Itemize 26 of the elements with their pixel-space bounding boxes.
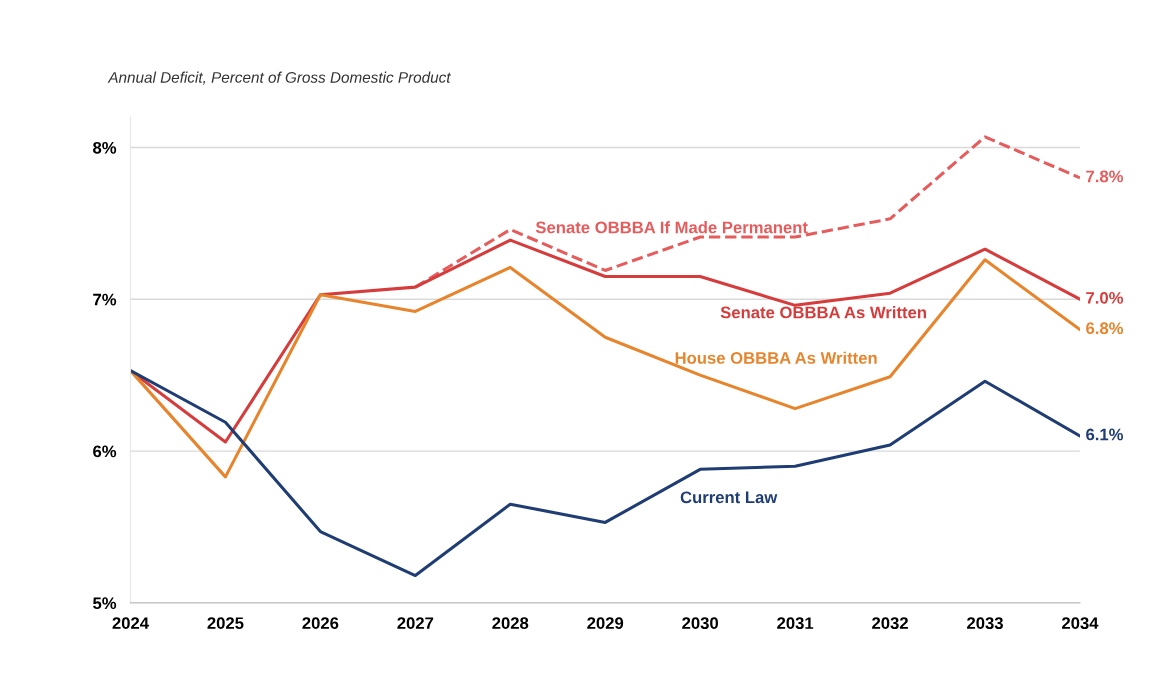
- series-label: House OBBBA As Written: [675, 351, 877, 364]
- line-series: [130, 258, 1080, 479]
- line-series: [130, 369, 1080, 578]
- series-label: Senate OBBBA As Written: [720, 306, 926, 319]
- x-tick-label: 2024: [112, 617, 149, 630]
- y-tick-label: 7%: [93, 293, 117, 306]
- x-tick-label: 2026: [302, 617, 339, 630]
- x-tick-label: 2033: [967, 617, 1003, 630]
- x-tick-label: 2025: [207, 617, 244, 630]
- series-label: Senate OBBBA If Made Permanent: [535, 221, 808, 234]
- y-tick-label: 5%: [93, 597, 117, 610]
- y-tick-label: 6%: [93, 445, 117, 458]
- data-label: 7.0%: [1086, 291, 1124, 304]
- x-tick-label: 2030: [682, 617, 719, 630]
- x-tick-label: 2028: [492, 617, 529, 630]
- x-tick-label: 2027: [397, 617, 434, 630]
- y-tick-label: 8%: [93, 141, 117, 154]
- data-label: 6.8%: [1086, 322, 1124, 335]
- x-tick-label: 2029: [587, 617, 624, 630]
- x-tick-label: 2032: [872, 617, 908, 630]
- series-label: Current Law: [680, 491, 778, 504]
- x-tick-label: 2034: [1062, 617, 1099, 630]
- x-tick-label: 2031: [777, 617, 814, 630]
- chart-title: Annual Deficit, Percent of Gross Domestic Product: [107, 71, 452, 85]
- data-label: 6.1%: [1086, 428, 1124, 441]
- data-label: 7.8%: [1086, 170, 1124, 183]
